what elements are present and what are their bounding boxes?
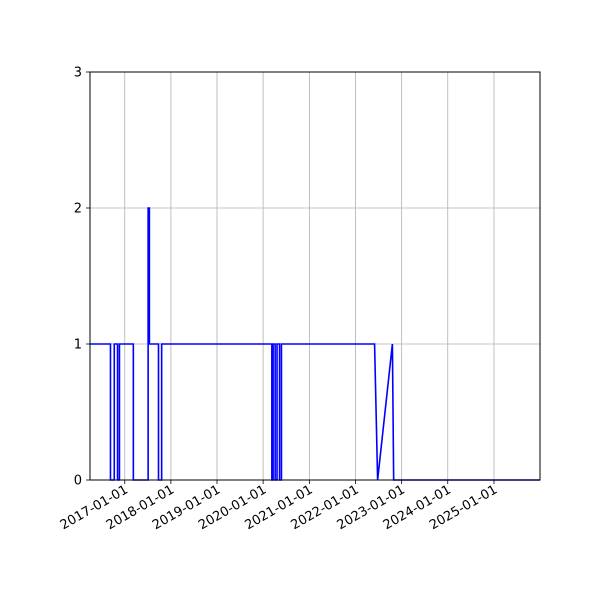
y-tick-label: 1: [74, 338, 82, 353]
series-layer: [90, 207, 540, 481]
series-line-0: [90, 207, 540, 481]
plot-area: [90, 72, 540, 480]
y-tick-label: 3: [74, 66, 82, 81]
y-tick-label: 2: [74, 202, 82, 217]
plot-frame: [89, 71, 541, 481]
y-tick-label: 0: [74, 474, 82, 489]
